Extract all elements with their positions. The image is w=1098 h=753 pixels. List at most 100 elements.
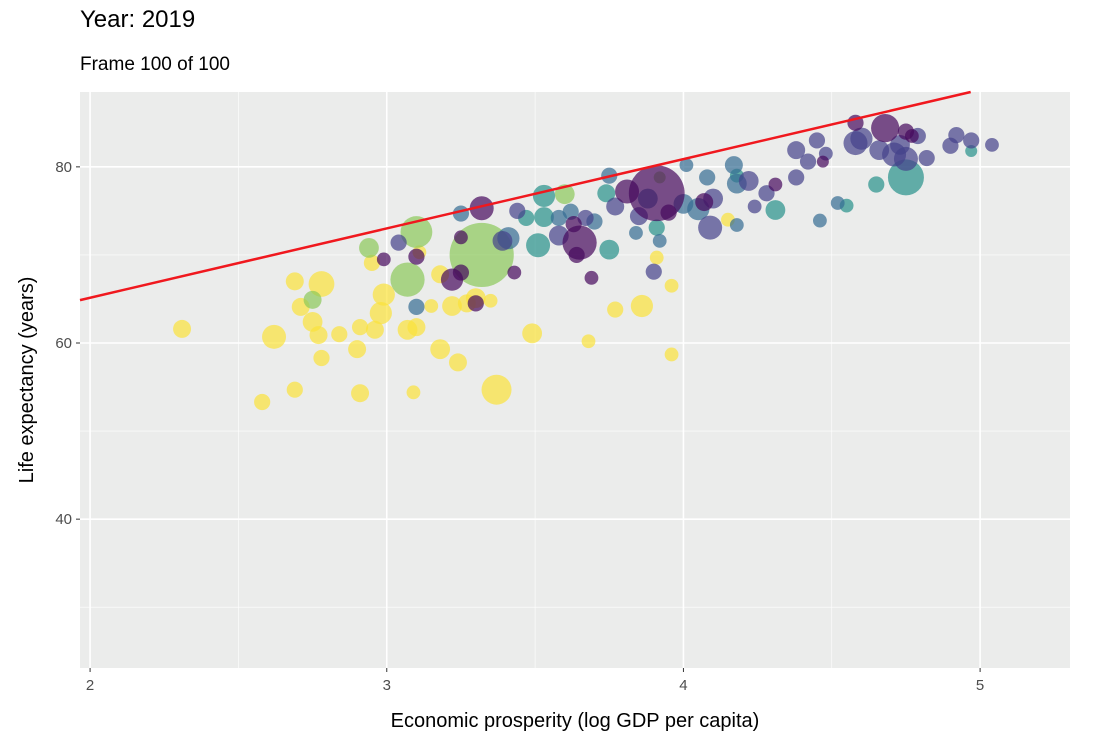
- data-point: [376, 252, 391, 267]
- data-point: [408, 298, 425, 315]
- data-point: [407, 318, 426, 337]
- data-point: [372, 283, 395, 306]
- data-point: [308, 271, 335, 297]
- data-point: [904, 129, 919, 143]
- data-point: [813, 213, 827, 228]
- data-point: [369, 301, 392, 325]
- data-point: [808, 132, 826, 149]
- data-point: [309, 326, 328, 345]
- data-point: [679, 158, 694, 173]
- data-point: [699, 169, 716, 186]
- data-point: [365, 320, 384, 339]
- x-tick-label: 4: [679, 677, 687, 694]
- data-point: [698, 215, 723, 240]
- data-point: [765, 200, 786, 220]
- data-point: [348, 340, 367, 359]
- data-point: [850, 127, 873, 150]
- data-point: [649, 250, 664, 265]
- data-point: [788, 169, 805, 186]
- data-point: [483, 293, 498, 308]
- x-tick-label: 5: [976, 677, 984, 694]
- data-point: [664, 347, 679, 362]
- data-point: [606, 197, 625, 216]
- data-point: [724, 156, 743, 175]
- data-point: [599, 239, 620, 260]
- points-layer: [173, 114, 999, 411]
- data-point: [359, 237, 379, 258]
- data-point: [454, 230, 468, 245]
- data-point: [768, 177, 783, 192]
- data-point: [664, 278, 679, 293]
- data-point: [532, 184, 556, 208]
- data-point: [816, 155, 829, 168]
- data-point: [695, 193, 714, 212]
- data-point: [787, 141, 806, 160]
- axes: 2 3 4 5 40 60 80: [55, 159, 984, 694]
- data-point: [830, 196, 845, 210]
- data-point: [629, 226, 643, 240]
- data-point: [313, 349, 330, 367]
- data-point: [652, 233, 667, 248]
- fit-line: [79, 90, 971, 302]
- data-point: [173, 319, 192, 338]
- data-point: [262, 324, 287, 349]
- data-point: [645, 263, 662, 280]
- y-tick-label: 80: [55, 159, 72, 176]
- data-point: [303, 290, 322, 309]
- x-axis-label: Economic prosperity (log GDP per capita): [391, 710, 760, 732]
- data-point: [965, 145, 978, 158]
- data-point: [747, 199, 762, 214]
- data-point: [597, 184, 616, 203]
- data-point: [492, 230, 513, 251]
- data-point: [660, 204, 677, 221]
- data-point: [452, 264, 470, 281]
- data-point: [948, 127, 965, 144]
- data-point: [430, 339, 451, 360]
- data-point: [363, 254, 381, 271]
- data-point: [285, 272, 304, 291]
- chart-title: Year: 2019: [80, 6, 196, 33]
- data-point: [581, 334, 596, 349]
- data-point: [351, 319, 369, 336]
- x-tick-label: 3: [383, 677, 391, 694]
- data-point: [254, 393, 271, 411]
- data-point: [738, 171, 759, 191]
- data-point: [522, 323, 543, 344]
- data-point: [448, 353, 467, 372]
- data-point: [509, 202, 526, 219]
- gridlines: [80, 92, 1070, 668]
- data-point: [887, 159, 924, 196]
- data-point: [985, 137, 999, 152]
- data-point: [607, 301, 624, 318]
- chart-subtitle: Frame 100 of 100: [80, 54, 230, 75]
- data-point: [893, 146, 918, 171]
- data-point: [568, 246, 585, 264]
- data-point: [526, 233, 551, 258]
- data-point: [408, 248, 425, 265]
- data-point: [481, 374, 512, 405]
- data-point: [963, 132, 980, 149]
- data-point: [507, 265, 522, 280]
- data-point: [406, 385, 421, 400]
- data-point: [729, 218, 744, 232]
- data-point: [584, 270, 599, 285]
- data-point: [286, 381, 303, 398]
- x-tick-label: 2: [86, 677, 94, 694]
- y-tick-label: 60: [55, 335, 72, 352]
- fit-line-layer: [79, 90, 971, 302]
- data-point: [351, 384, 370, 403]
- y-axis-label: Life expectancy (years): [16, 277, 38, 484]
- data-point: [424, 299, 439, 313]
- data-point: [868, 176, 885, 193]
- data-point: [390, 234, 407, 251]
- data-point: [469, 196, 494, 221]
- data-point: [442, 296, 462, 316]
- data-point: [871, 114, 900, 143]
- data-point: [630, 294, 653, 318]
- data-point: [534, 207, 554, 227]
- data-point: [331, 326, 348, 343]
- data-point: [799, 153, 817, 170]
- data-point: [467, 295, 484, 312]
- data-point: [918, 149, 935, 167]
